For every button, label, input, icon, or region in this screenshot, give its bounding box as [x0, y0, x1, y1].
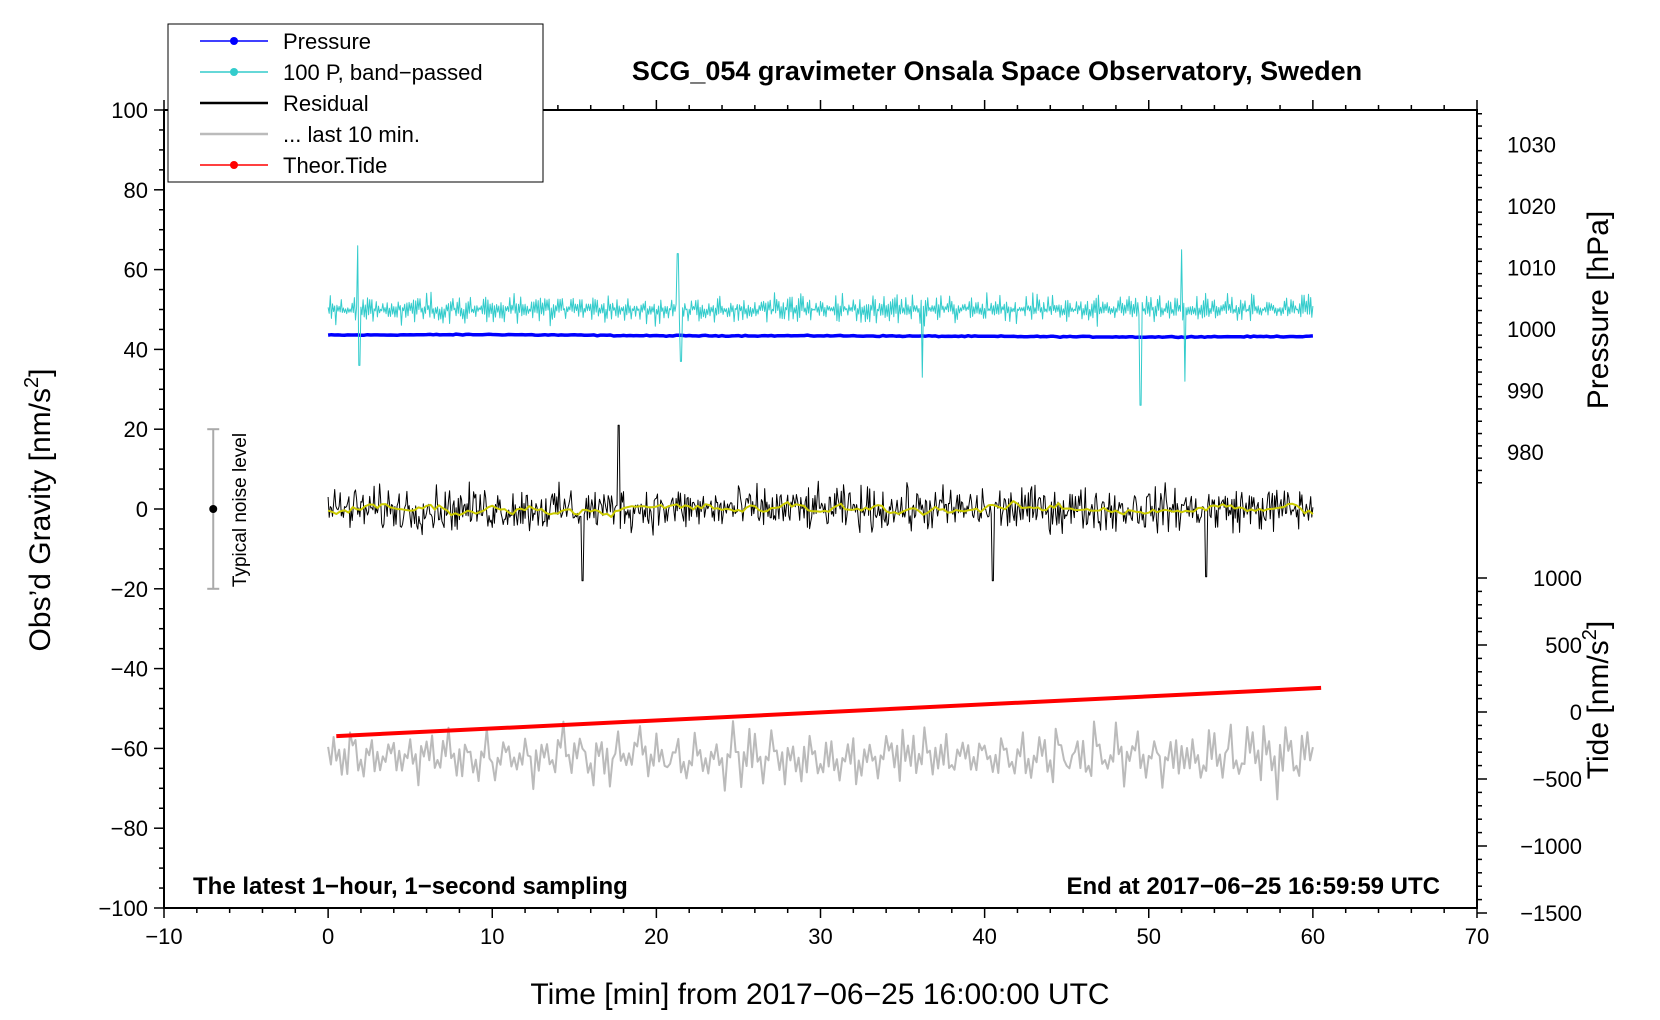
y-axis-tide: 1000 500 0 −500 −1000 −1500: [1477, 566, 1582, 926]
y-axis-label-tide: Tide [nm/s2]: [1579, 621, 1615, 779]
series-pressure: [327, 332, 1314, 340]
pressure-tick-label: 1010: [1507, 256, 1556, 281]
y-tick-label: −60: [111, 736, 148, 761]
annotation-end-time: End at 2017−06−25 16:59:59 UTC: [1066, 873, 1440, 900]
noise-bar-center-dot: [209, 505, 218, 513]
y-tick-label: −40: [111, 657, 148, 682]
y-axis-pressure: 1030 1020 1010 1000 990 980: [1477, 113, 1556, 484]
y-tick-label: −20: [111, 577, 148, 602]
legend-marker: [230, 68, 238, 76]
y-tick-label: 20: [124, 417, 148, 442]
legend-marker: [230, 37, 238, 45]
annotation-sampling: The latest 1−hour, 1−second sampling: [193, 873, 628, 900]
x-axis: −10 0 10 20 30 40 50 60 70: [145, 100, 1489, 949]
y-tick-label: 60: [124, 258, 148, 283]
pressure-tick-label: 980: [1507, 440, 1544, 465]
legend-label: 100 P, band−passed: [283, 60, 483, 85]
x-tick-label: 50: [1137, 924, 1161, 949]
pressure-tick-label: 1000: [1507, 317, 1556, 342]
series-bandpassed: [327, 245, 1314, 406]
tide-tick-label: 500: [1545, 633, 1582, 658]
y-tick-label: 0: [136, 497, 148, 522]
series-layer: [327, 245, 1322, 801]
y-tick-label: −80: [111, 816, 148, 841]
legend-marker: [230, 161, 238, 169]
x-tick-label: 70: [1465, 924, 1489, 949]
x-tick-label: 60: [1301, 924, 1325, 949]
y-axis-gravity: 100 80 60 40 20 0 −20 −40 −60 −80 −100: [98, 98, 164, 921]
x-tick-label: 40: [972, 924, 996, 949]
x-tick-label: 0: [322, 924, 334, 949]
chart-title: SCG_054 gravimeter Onsala Space Observat…: [632, 56, 1362, 86]
x-axis-label: Time [min] from 2017−06−25 16:00:00 UTC: [530, 978, 1109, 1011]
x-tick-label: 30: [808, 924, 832, 949]
y-tick-label: 100: [111, 98, 148, 123]
tide-tick-label: −1000: [1520, 834, 1582, 859]
legend: Pressure 100 P, band−passed Residual ... la…: [167, 23, 544, 183]
pressure-tick-label: 1020: [1507, 194, 1556, 219]
x-tick-label: −10: [145, 924, 182, 949]
y-axis-label-pressure: Pressure [hPa]: [1582, 211, 1615, 409]
legend-label: ... last 10 min.: [283, 122, 420, 147]
series-tide: [336, 685, 1322, 739]
series-smooth: [327, 500, 1314, 518]
series-residual: [327, 424, 1314, 582]
tide-tick-label: −1500: [1520, 901, 1582, 926]
tide-tick-label: −500: [1532, 767, 1582, 792]
y-tick-label: 40: [124, 337, 148, 362]
pressure-tick-label: 1030: [1507, 133, 1556, 158]
legend-label: Pressure: [283, 29, 371, 54]
y-tick-label: 80: [124, 178, 148, 203]
tide-tick-label: 0: [1570, 700, 1582, 725]
y-axis-label-gravity: Obs’d Gravity [nm/s2]: [21, 369, 57, 652]
x-tick-label: 20: [644, 924, 668, 949]
y-tick-label: −100: [98, 896, 148, 921]
noise-indicator: [207, 428, 220, 590]
legend-label: Theor.Tide: [283, 153, 387, 178]
pressure-tick-label: 990: [1507, 379, 1544, 404]
x-tick-label: 10: [480, 924, 504, 949]
noise-level-label: Typical noise level: [230, 433, 251, 587]
legend-label: Residual: [283, 91, 369, 116]
series-last10: [327, 720, 1314, 801]
tide-tick-label: 1000: [1533, 566, 1582, 591]
